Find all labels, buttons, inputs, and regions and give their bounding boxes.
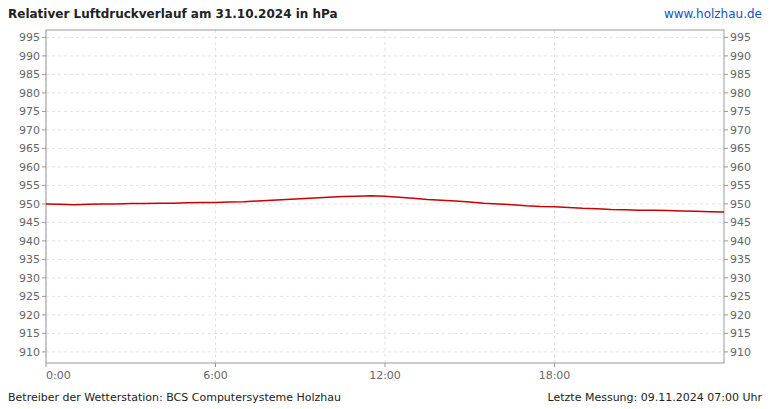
- y-tick: [724, 37, 728, 38]
- y-tick-label: 925: [19, 290, 40, 303]
- grid-line: [46, 129, 724, 130]
- y-tick-label: 980: [19, 87, 40, 100]
- y-tick-label: 925: [730, 290, 751, 303]
- x-tick-label: 6:00: [203, 369, 228, 382]
- y-tick: [42, 166, 46, 167]
- y-tick: [724, 351, 728, 352]
- y-tick-label: 990: [19, 50, 40, 63]
- y-tick-label: 945: [730, 216, 751, 229]
- y-tick: [724, 277, 728, 278]
- grid-line: [215, 30, 216, 363]
- y-tick: [42, 203, 46, 204]
- chart: 910 910 915 915 920 920 925 925 930 930 935 935 940 9…: [0, 0, 770, 409]
- y-tick: [42, 222, 46, 223]
- y-tick-label: 995: [730, 31, 751, 44]
- y-tick-label: 915: [19, 327, 40, 340]
- y-tick-label: 960: [19, 161, 40, 174]
- y-tick-label: 975: [19, 105, 40, 118]
- y-tick-label: 950: [19, 198, 40, 211]
- y-tick: [724, 333, 728, 334]
- y-tick: [724, 111, 728, 112]
- y-tick-label: 930: [730, 272, 751, 285]
- y-tick: [42, 351, 46, 352]
- grid-line: [46, 166, 724, 167]
- y-tick-label: 935: [730, 253, 751, 266]
- y-tick-label: 935: [19, 253, 40, 266]
- y-tick-label: 920: [730, 309, 751, 322]
- y-tick-label: 910: [19, 346, 40, 359]
- y-tick: [724, 74, 728, 75]
- pressure-line: [46, 196, 724, 212]
- y-tick: [724, 92, 728, 93]
- y-tick: [724, 203, 728, 204]
- y-tick-label: 955: [19, 179, 40, 192]
- grid-line: [46, 351, 724, 352]
- y-tick: [724, 314, 728, 315]
- y-tick-label: 995: [19, 31, 40, 44]
- y-tick: [724, 148, 728, 149]
- grid-line: [46, 148, 724, 149]
- y-tick: [42, 296, 46, 297]
- y-tick-label: 955: [730, 179, 751, 192]
- footer-left: Betreiber der Wetterstation: BCS Compute…: [8, 391, 341, 404]
- plot-area: [46, 196, 724, 212]
- grid-line: [554, 30, 555, 363]
- grid-line: [46, 333, 724, 334]
- y-tick-label: 940: [730, 235, 751, 248]
- y-tick-label: 970: [730, 124, 751, 137]
- y-tick: [42, 129, 46, 130]
- y-tick-label: 990: [730, 50, 751, 63]
- y-tick-label: 920: [19, 309, 40, 322]
- y-tick: [724, 222, 728, 223]
- y-tick: [724, 296, 728, 297]
- y-tick-label: 975: [730, 105, 751, 118]
- y-tick: [724, 259, 728, 260]
- y-tick-label: 985: [730, 68, 751, 81]
- y-tick-label: 945: [19, 216, 40, 229]
- y-tick: [724, 185, 728, 186]
- y-tick: [42, 259, 46, 260]
- y-tick: [42, 240, 46, 241]
- y-tick: [724, 240, 728, 241]
- plot-frame: [46, 30, 724, 363]
- y-tick-label: 965: [19, 142, 40, 155]
- x-tick-label: 12:00: [369, 369, 401, 382]
- y-tick-label: 915: [730, 327, 751, 340]
- x-tick: [46, 363, 47, 367]
- x-tick: [554, 363, 555, 367]
- grid-line: [46, 111, 724, 112]
- y-tick: [42, 74, 46, 75]
- y-tick-label: 910: [730, 346, 751, 359]
- y-tick-label: 940: [19, 235, 40, 248]
- y-tick-label: 950: [730, 198, 751, 211]
- y-tick: [42, 277, 46, 278]
- y-tick-label: 930: [19, 272, 40, 285]
- axes: 910 910 915 915 920 920 925 925 930 930 935 935 940 9…: [19, 31, 751, 382]
- title: Relativer Luftdruckverlauf am 31.10.2024…: [8, 7, 338, 21]
- y-tick: [724, 55, 728, 56]
- y-tick-label: 980: [730, 87, 751, 100]
- grid-line: [46, 185, 724, 186]
- y-tick-label: 985: [19, 68, 40, 81]
- url: www.holzhau.de: [664, 7, 762, 21]
- y-tick-label: 965: [730, 142, 751, 155]
- y-tick: [724, 166, 728, 167]
- y-tick-label: 960: [730, 161, 751, 174]
- x-tick: [385, 363, 386, 367]
- y-tick: [42, 148, 46, 149]
- y-tick: [42, 92, 46, 93]
- footer-right: Letzte Messung: 09.11.2024 07:00 Uhr: [548, 391, 763, 404]
- x-tick-label: 0:00: [46, 369, 71, 382]
- grid: [46, 30, 724, 363]
- y-tick: [42, 185, 46, 186]
- x-tick-label: 18:00: [539, 369, 571, 382]
- y-tick-label: 970: [19, 124, 40, 137]
- y-tick: [724, 129, 728, 130]
- y-tick: [42, 111, 46, 112]
- y-tick: [42, 333, 46, 334]
- y-tick: [42, 314, 46, 315]
- y-tick: [42, 37, 46, 38]
- x-tick: [215, 363, 216, 367]
- y-tick: [42, 55, 46, 56]
